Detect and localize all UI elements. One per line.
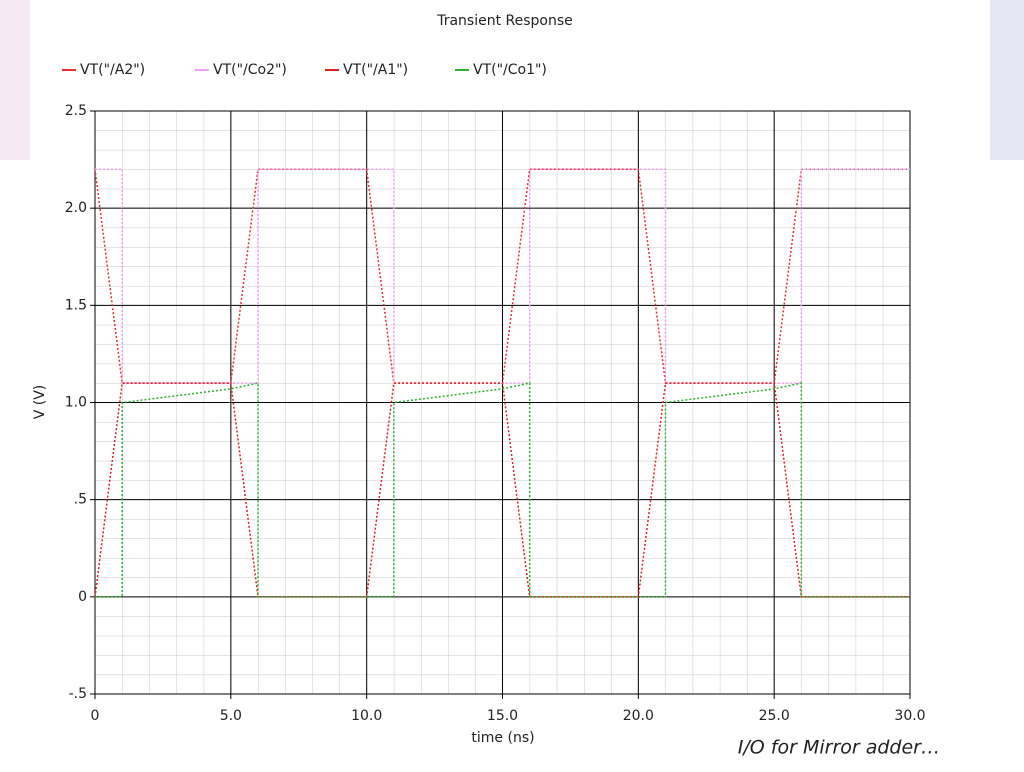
legend-label: VT("/A1"): [343, 62, 408, 78]
y-tick-label: .5: [74, 492, 87, 508]
y-tick-label: -.5: [69, 686, 87, 702]
caption: I/O for Mirror adder…: [738, 737, 940, 759]
y-tick-label: 2.0: [65, 200, 87, 216]
legend-label: VT("/Co1"): [473, 62, 547, 78]
y-tick-label: 1.5: [65, 297, 87, 313]
x-tick-label: 5.0: [220, 708, 242, 724]
legend-label: VT("/A2"): [80, 62, 145, 78]
series-line: [94, 382, 910, 598]
slide-decoration: [0, 0, 30, 160]
legend-label: VT("/Co2"): [213, 62, 287, 78]
x-tick-label: 20.0: [623, 708, 654, 724]
x-tick-label: 0: [91, 708, 100, 724]
x-tick-label: 25.0: [759, 708, 790, 724]
slide-decoration: [990, 0, 1024, 160]
x-tick-label: 15.0: [487, 708, 518, 724]
x-axis-label: time (ns): [471, 730, 534, 746]
y-axis-label: V (V): [32, 385, 48, 420]
y-tick-label: 2.5: [65, 103, 87, 119]
y-tick-label: 0: [78, 589, 87, 605]
chart-title: Transient Response: [436, 13, 573, 29]
y-tick-label: 1.0: [65, 395, 87, 411]
x-tick-label: 30.0: [894, 708, 925, 724]
series-line: [95, 168, 910, 384]
x-tick-label: 10.0: [351, 708, 382, 724]
series-line: [95, 382, 910, 598]
